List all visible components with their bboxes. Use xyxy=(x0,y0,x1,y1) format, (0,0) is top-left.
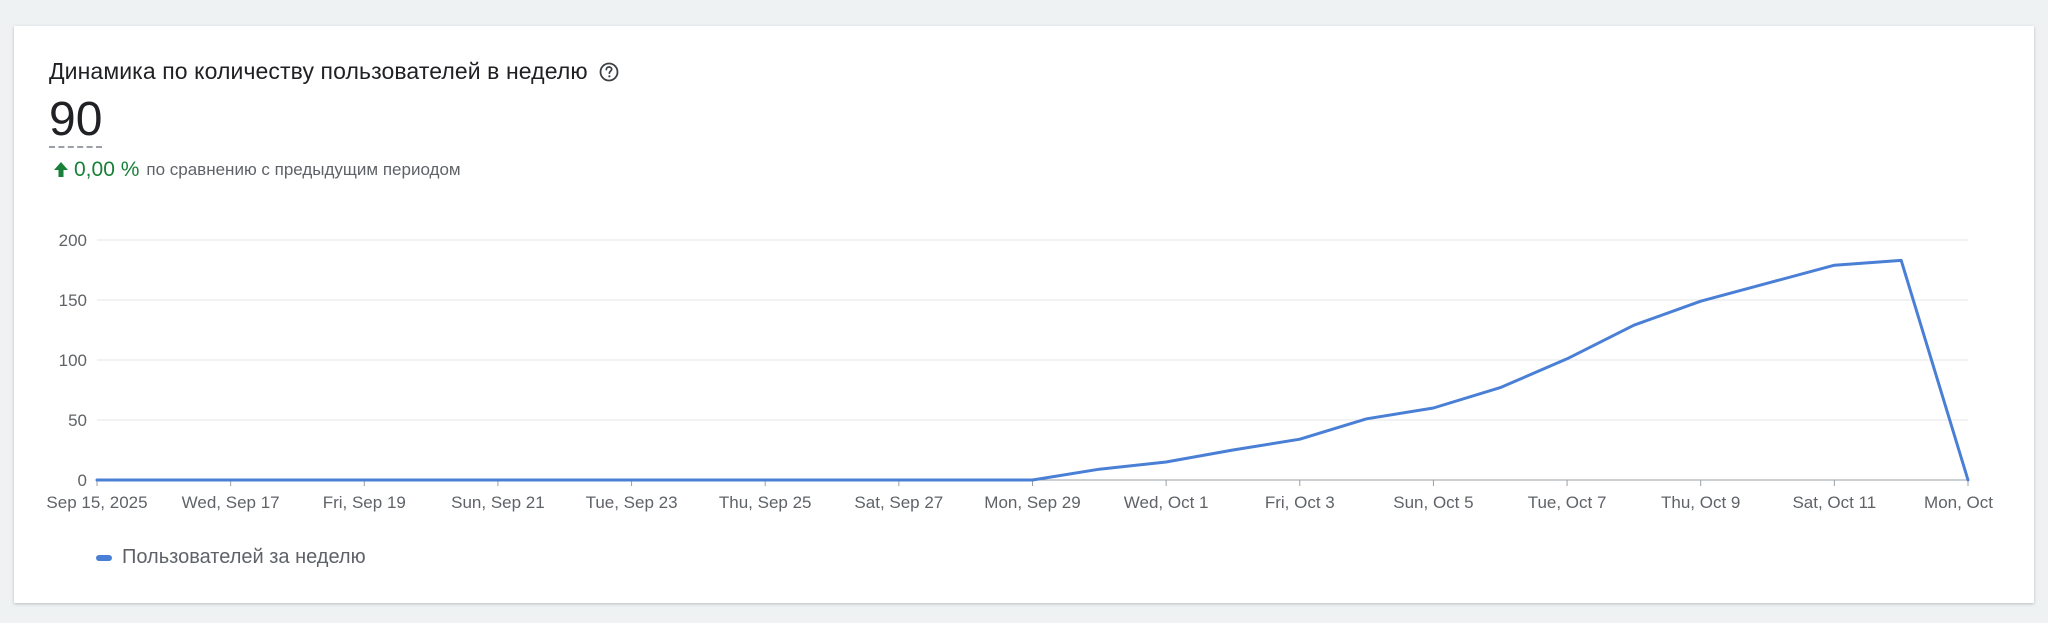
legend-swatch xyxy=(96,554,112,561)
metric-value[interactable]: 90 xyxy=(49,93,103,148)
delta-row: 0,00 % по сравнению с предыдущим периодо… xyxy=(52,158,461,182)
delta-note: по сравнению с предыдущим периодом xyxy=(146,160,461,179)
series-line xyxy=(95,258,1970,482)
x-tick-label: Wed, Oct 1 xyxy=(1124,493,1209,512)
x-tick-label: Sep 15, 2025 xyxy=(46,493,147,512)
x-tick-label: Thu, Sep 25 xyxy=(719,493,812,512)
y-tick-label: 100 xyxy=(59,351,87,370)
y-tick-label: 0 xyxy=(78,471,87,490)
y-tick-label: 200 xyxy=(59,231,87,250)
x-tick-label: Tue, Sep 23 xyxy=(586,493,678,512)
y-tick-label: 50 xyxy=(68,411,87,430)
x-tick-label: Tue, Oct 7 xyxy=(1528,493,1607,512)
legend-label: Пользователей за неделю xyxy=(122,546,366,568)
x-tick-label: Mon, Oct xyxy=(1924,493,1993,512)
card-header: Динамика по количеству пользователей в н… xyxy=(49,58,620,85)
x-tick-label: Sun, Oct 5 xyxy=(1393,493,1473,512)
x-tick-label: Thu, Oct 9 xyxy=(1661,493,1740,512)
x-tick-label: Sat, Oct 11 xyxy=(1792,493,1876,512)
chart-card xyxy=(14,26,2034,603)
x-tick-label: Fri, Oct 3 xyxy=(1265,493,1335,512)
x-tick-label: Sat, Sep 27 xyxy=(854,493,943,512)
y-tick-label: 150 xyxy=(59,291,87,310)
delta-value: 0,00 % xyxy=(74,158,140,181)
legend: Пользователей за неделю xyxy=(96,546,366,569)
x-tick-label: Wed, Sep 17 xyxy=(182,493,280,512)
arrow-up-icon xyxy=(52,160,70,180)
x-tick-label: Mon, Sep 29 xyxy=(984,493,1080,512)
x-tick-label: Fri, Sep 19 xyxy=(323,493,406,512)
card-title: Динамика по количеству пользователей в н… xyxy=(49,58,588,84)
help-circle-icon[interactable] xyxy=(598,61,620,83)
x-tick-label: Sun, Sep 21 xyxy=(451,493,545,512)
